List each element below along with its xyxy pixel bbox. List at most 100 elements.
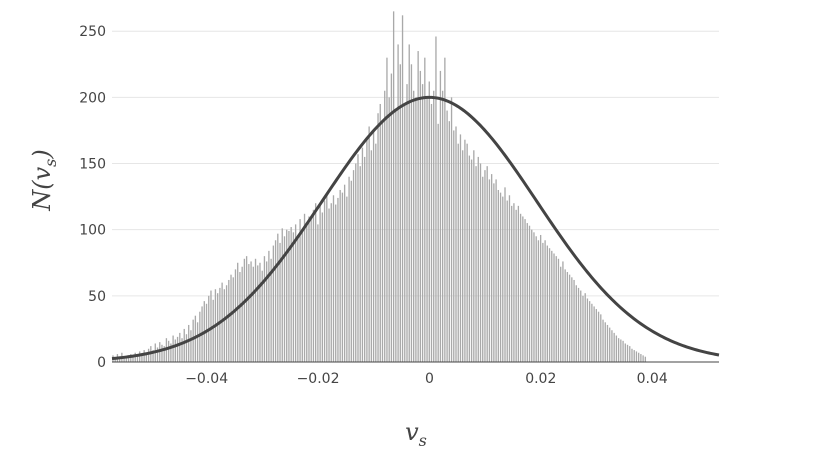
- histogram-bar: [555, 256, 557, 362]
- histogram-bar: [123, 358, 125, 362]
- histogram-bar: [147, 348, 150, 362]
- histogram-bar: [265, 261, 268, 362]
- histogram-bar: [551, 250, 553, 362]
- histogram-bar: [239, 272, 241, 362]
- histogram-bar: [339, 189, 341, 362]
- histogram-bar: [588, 301, 591, 362]
- histogram-bar: [364, 156, 366, 362]
- histogram-bar: [535, 236, 537, 362]
- histogram-bar: [181, 338, 183, 362]
- histogram-bar: [241, 266, 243, 362]
- histogram-bar: [495, 179, 497, 362]
- histogram-bar: [328, 208, 330, 362]
- histogram-bar: [600, 314, 602, 362]
- histogram-bar: [642, 355, 644, 362]
- histogram-bar: [624, 343, 626, 362]
- histogram-bar: [504, 187, 506, 362]
- histogram-bar: [595, 309, 597, 362]
- histogram-bar: [152, 350, 154, 362]
- histogram-bar: [392, 11, 395, 363]
- histogram-bar: [176, 336, 179, 362]
- histogram-bar: [537, 240, 540, 362]
- histogram-bar: [272, 245, 275, 362]
- histogram-bar: [323, 200, 326, 362]
- histogram-bar: [277, 233, 279, 362]
- histogram-bar: [245, 256, 248, 362]
- histogram-bar: [531, 229, 533, 362]
- histogram-bar: [303, 213, 306, 362]
- y-tick-label: 100: [79, 223, 106, 239]
- histogram-bar: [306, 223, 308, 362]
- histogram-bar: [252, 266, 254, 362]
- histogram-bar: [321, 212, 324, 362]
- histogram-bars: [112, 11, 647, 363]
- histogram-bar: [462, 150, 464, 362]
- histogram-bar: [609, 327, 611, 362]
- histogram-bar: [372, 130, 375, 362]
- histogram-bar: [611, 330, 613, 362]
- histogram-bar: [350, 180, 352, 362]
- x-tick-label: 0: [425, 371, 434, 387]
- histogram-bar: [370, 150, 373, 362]
- histogram-bar: [315, 203, 317, 362]
- histogram-bar: [397, 44, 399, 362]
- histogram-bar: [435, 36, 437, 363]
- histogram-bar: [408, 44, 410, 362]
- histogram-bar: [301, 229, 303, 362]
- histogram-bar: [539, 234, 542, 362]
- histogram-bar: [292, 232, 295, 362]
- histogram-bar: [482, 176, 484, 362]
- histogram-bar: [377, 113, 379, 363]
- histogram-bar: [620, 339, 622, 362]
- histogram-bar: [279, 242, 281, 362]
- histogram-bar: [410, 64, 413, 362]
- histogram-bar: [526, 223, 528, 362]
- histogram-bar: [308, 216, 310, 362]
- histogram-bar: [553, 253, 555, 362]
- histogram-bar: [312, 209, 315, 362]
- histogram-bar: [390, 73, 393, 362]
- histogram-bar: [457, 143, 459, 362]
- histogram-bar: [413, 90, 415, 363]
- histogram-bar: [216, 293, 219, 362]
- histogram-bar: [290, 227, 292, 362]
- histogram-bar: [606, 324, 609, 362]
- histogram-bar: [332, 195, 335, 362]
- histogram-bar: [629, 346, 631, 362]
- histogram-bar: [294, 224, 297, 362]
- histogram-bar: [228, 279, 230, 362]
- histogram-bar: [470, 159, 473, 362]
- histogram-bar: [615, 335, 618, 362]
- histogram-bar: [571, 277, 573, 362]
- histogram-bar: [274, 240, 277, 362]
- histogram-bar: [341, 192, 344, 362]
- histogram-bar: [299, 219, 301, 362]
- histogram-bar: [544, 240, 546, 362]
- histogram-bar: [232, 277, 234, 362]
- y-axis-title-main: N(v: [28, 166, 56, 211]
- histogram-bar: [433, 90, 435, 363]
- histogram-bar: [346, 196, 348, 362]
- histogram-bar: [490, 174, 493, 362]
- histogram-bar: [421, 84, 424, 363]
- histogram-bar: [479, 163, 482, 362]
- histogram-bar: [401, 15, 404, 363]
- histogram-bar: [640, 354, 642, 362]
- histogram-bar: [254, 258, 257, 362]
- histogram-bar: [475, 166, 477, 362]
- histogram-bar: [190, 330, 192, 362]
- histogram-bar: [263, 256, 266, 362]
- histogram-bar: [283, 236, 286, 362]
- histogram-bar: [568, 274, 571, 362]
- histogram-bar: [604, 322, 606, 362]
- histogram-bar: [210, 290, 212, 362]
- histogram-bar: [352, 170, 355, 362]
- histogram-bar: [114, 359, 116, 362]
- histogram-bar: [185, 334, 188, 362]
- x-tick-label: −0.02: [297, 371, 340, 387]
- histogram-bar: [542, 242, 544, 362]
- histogram-bar: [404, 103, 406, 363]
- histogram-bar: [506, 200, 508, 362]
- histogram-bar: [357, 154, 359, 362]
